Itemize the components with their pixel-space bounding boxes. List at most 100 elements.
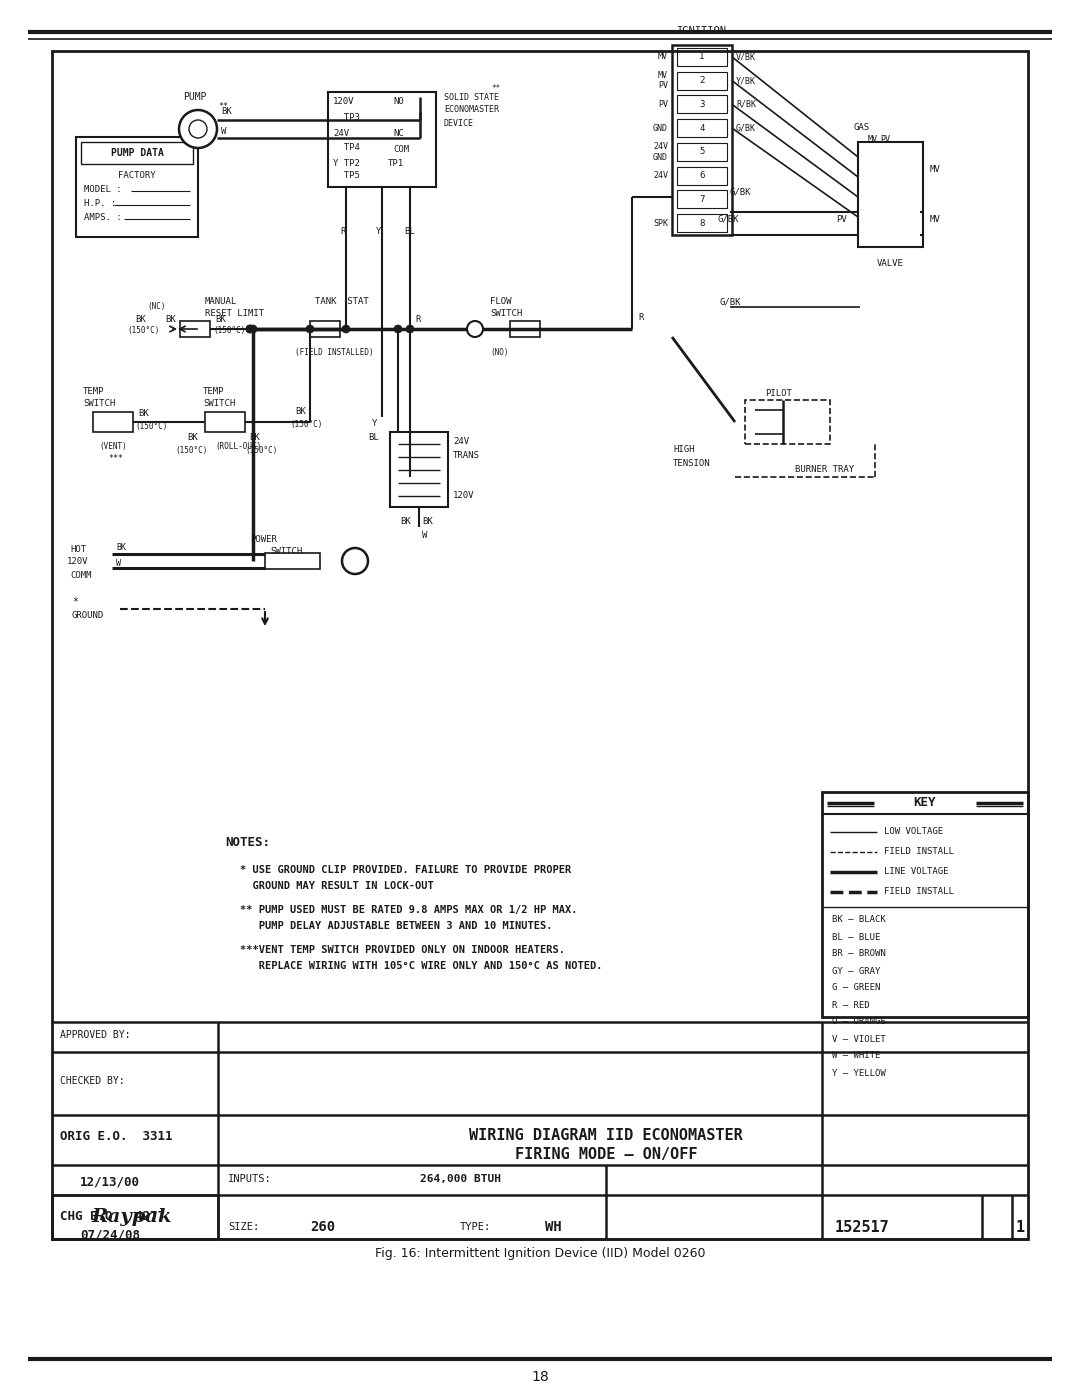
Bar bbox=[677, 95, 727, 113]
Text: DEVICE: DEVICE bbox=[444, 119, 474, 127]
Text: BL: BL bbox=[368, 433, 379, 441]
Text: AMPS. :: AMPS. : bbox=[84, 214, 122, 222]
Text: SOLID STATE: SOLID STATE bbox=[444, 92, 499, 102]
Text: 24V: 24V bbox=[333, 130, 349, 138]
Circle shape bbox=[246, 326, 254, 332]
Text: TP1: TP1 bbox=[388, 158, 404, 168]
Circle shape bbox=[342, 548, 368, 574]
Text: * USE GROUND CLIP PROVIDED. FAILURE TO PROVIDE PROPER: * USE GROUND CLIP PROVIDED. FAILURE TO P… bbox=[240, 865, 571, 875]
Text: R/BK: R/BK bbox=[735, 99, 756, 109]
Bar bbox=[328, 92, 436, 187]
Text: 24V: 24V bbox=[653, 170, 669, 180]
Text: FIELD INSTALL: FIELD INSTALL bbox=[885, 887, 954, 897]
Text: PV: PV bbox=[880, 134, 890, 144]
Text: REPLACE WIRING WITH 105°C WIRE ONLY AND 150°C AS NOTED.: REPLACE WIRING WITH 105°C WIRE ONLY AND … bbox=[240, 961, 603, 971]
Text: TANK  STAT: TANK STAT bbox=[315, 296, 368, 306]
Text: (150°C): (150°C) bbox=[175, 446, 207, 454]
Text: (150°C): (150°C) bbox=[135, 422, 167, 430]
Text: W – WHITE: W – WHITE bbox=[832, 1052, 880, 1060]
Text: 5: 5 bbox=[700, 147, 704, 156]
Bar bbox=[858, 142, 923, 247]
Text: ** PUMP USED MUST BE RATED 9.8 AMPS MAX OR 1/2 HP MAX.: ** PUMP USED MUST BE RATED 9.8 AMPS MAX … bbox=[240, 905, 578, 915]
Text: PV: PV bbox=[836, 215, 847, 224]
Text: GROUND: GROUND bbox=[72, 610, 105, 619]
Text: SIZE:: SIZE: bbox=[228, 1222, 259, 1232]
Circle shape bbox=[467, 321, 483, 337]
Text: BURNER TRAY: BURNER TRAY bbox=[795, 465, 854, 475]
Bar bbox=[677, 119, 727, 137]
Text: WIRING DIAGRAM IID ECONOMASTER: WIRING DIAGRAM IID ECONOMASTER bbox=[469, 1127, 743, 1143]
Text: (NO): (NO) bbox=[490, 348, 509, 358]
Text: TEMP: TEMP bbox=[203, 387, 225, 397]
Text: (ROLL-OUT): (ROLL-OUT) bbox=[215, 441, 261, 450]
Text: 260: 260 bbox=[310, 1220, 335, 1234]
Text: (NC): (NC) bbox=[147, 303, 165, 312]
Circle shape bbox=[179, 110, 217, 148]
Text: TP4: TP4 bbox=[333, 144, 360, 152]
Text: MV: MV bbox=[868, 134, 878, 144]
Text: G/BK: G/BK bbox=[720, 298, 742, 306]
Bar bbox=[390, 432, 448, 507]
Bar bbox=[677, 166, 727, 184]
Text: MODEL :: MODEL : bbox=[84, 186, 122, 194]
Circle shape bbox=[394, 326, 402, 332]
Text: PUMP DELAY ADJUSTABLE BETWEEN 3 AND 10 MINUTES.: PUMP DELAY ADJUSTABLE BETWEEN 3 AND 10 M… bbox=[240, 921, 553, 930]
Text: COMM: COMM bbox=[70, 570, 92, 580]
Text: V/BK: V/BK bbox=[735, 52, 756, 61]
Bar bbox=[677, 190, 727, 208]
Text: 3: 3 bbox=[700, 99, 704, 109]
Text: NC: NC bbox=[393, 130, 404, 138]
Text: 264,000 BTUH: 264,000 BTUH bbox=[420, 1173, 501, 1185]
Text: BK: BK bbox=[249, 433, 260, 443]
Bar bbox=[81, 142, 193, 163]
Text: (150°C): (150°C) bbox=[245, 446, 278, 454]
Text: FLOW: FLOW bbox=[490, 296, 512, 306]
Text: H.P. :: H.P. : bbox=[84, 200, 117, 208]
Text: 2: 2 bbox=[700, 75, 704, 85]
Text: 1: 1 bbox=[1015, 1220, 1025, 1235]
Text: HOT: HOT bbox=[70, 545, 86, 553]
Text: *: * bbox=[72, 597, 78, 608]
Text: BL – BLUE: BL – BLUE bbox=[832, 933, 880, 942]
Bar bbox=[93, 412, 133, 432]
Text: CHECKED BY:: CHECKED BY: bbox=[60, 1076, 124, 1085]
Text: 12/13/00: 12/13/00 bbox=[80, 1175, 140, 1189]
Text: MV: MV bbox=[930, 165, 941, 173]
Text: COM: COM bbox=[393, 145, 409, 155]
Text: KEY: KEY bbox=[914, 796, 936, 809]
Text: BK: BK bbox=[135, 314, 146, 324]
Text: R: R bbox=[638, 313, 644, 321]
Text: ORIG E.O.  3311: ORIG E.O. 3311 bbox=[60, 1130, 173, 1144]
Circle shape bbox=[249, 326, 257, 332]
Text: Y: Y bbox=[372, 419, 377, 429]
Text: BR – BROWN: BR – BROWN bbox=[832, 950, 886, 958]
Text: R: R bbox=[415, 314, 420, 324]
Text: PV: PV bbox=[658, 99, 669, 109]
Bar bbox=[310, 321, 340, 337]
Text: BK: BK bbox=[187, 433, 198, 443]
Text: MANUAL: MANUAL bbox=[205, 296, 238, 306]
Text: **: ** bbox=[491, 84, 500, 94]
Text: RESET LIMIT: RESET LIMIT bbox=[205, 309, 265, 317]
Bar bbox=[52, 52, 1028, 1239]
Text: TP5: TP5 bbox=[333, 170, 360, 179]
Text: (150°C): (150°C) bbox=[291, 419, 322, 429]
Text: V – VIOLET: V – VIOLET bbox=[832, 1035, 886, 1044]
Text: HIGH: HIGH bbox=[673, 446, 694, 454]
Circle shape bbox=[306, 326, 314, 332]
Circle shape bbox=[342, 326, 350, 332]
Text: GY – GRAY: GY – GRAY bbox=[832, 967, 880, 975]
Text: MV: MV bbox=[930, 215, 941, 224]
Text: ECONOMASTER: ECONOMASTER bbox=[444, 106, 499, 115]
Text: APPROVED BY:: APPROVED BY: bbox=[60, 1030, 131, 1039]
Text: **: ** bbox=[218, 102, 228, 112]
Text: G/BK: G/BK bbox=[730, 187, 752, 197]
Text: BK: BK bbox=[422, 517, 433, 527]
Text: ***VENT TEMP SWITCH PROVIDED ONLY ON INDOOR HEATERS.: ***VENT TEMP SWITCH PROVIDED ONLY ON IND… bbox=[240, 944, 565, 956]
Text: TRANS: TRANS bbox=[453, 451, 480, 461]
Bar bbox=[205, 412, 245, 432]
Text: TENSION: TENSION bbox=[673, 460, 711, 468]
Text: (150°C): (150°C) bbox=[213, 327, 245, 335]
Text: BK: BK bbox=[221, 108, 232, 116]
Text: (FIELD INSTALLED): (FIELD INSTALLED) bbox=[295, 348, 374, 358]
